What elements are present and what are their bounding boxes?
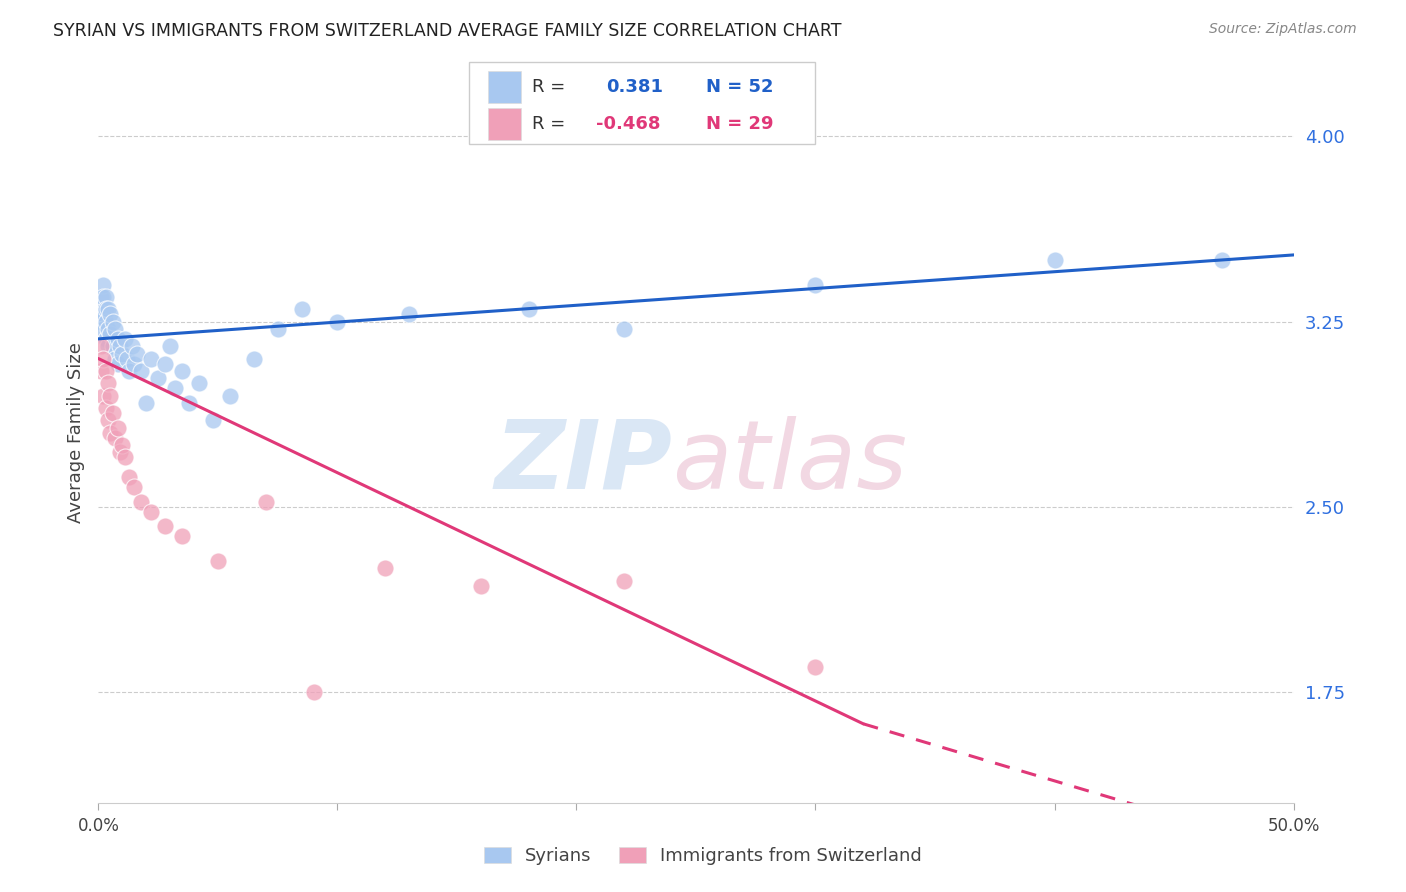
Point xyxy=(118,470,141,484)
Point xyxy=(94,332,117,346)
FancyBboxPatch shape xyxy=(488,108,522,140)
Text: 0.381: 0.381 xyxy=(606,78,664,95)
Point xyxy=(179,396,201,410)
Point xyxy=(90,315,112,329)
Point xyxy=(159,339,181,353)
Point xyxy=(91,290,114,304)
Point xyxy=(517,302,540,317)
Point xyxy=(91,307,114,321)
Point xyxy=(104,322,127,336)
Point xyxy=(254,494,277,508)
Point xyxy=(101,315,124,329)
Point xyxy=(302,685,325,699)
Point xyxy=(97,322,120,336)
Point xyxy=(97,376,120,391)
Point xyxy=(131,494,153,508)
Point xyxy=(101,406,124,420)
Y-axis label: Average Family Size: Average Family Size xyxy=(66,343,84,523)
Point xyxy=(125,346,148,360)
Point xyxy=(187,376,209,391)
Point xyxy=(470,579,492,593)
Point xyxy=(94,364,117,378)
Point xyxy=(124,357,146,371)
Point xyxy=(97,413,120,427)
Point xyxy=(124,480,146,494)
Point xyxy=(121,339,143,353)
Point xyxy=(91,351,114,366)
Point xyxy=(135,396,157,410)
Point xyxy=(804,277,827,292)
Point xyxy=(91,389,114,403)
Point xyxy=(1043,252,1066,267)
Text: atlas: atlas xyxy=(672,416,907,508)
Point xyxy=(104,431,127,445)
Point xyxy=(291,302,314,317)
Legend: Syrians, Immigrants from Switzerland: Syrians, Immigrants from Switzerland xyxy=(475,838,931,874)
Point xyxy=(613,574,636,588)
Point xyxy=(155,357,177,371)
Point xyxy=(107,420,129,434)
Point xyxy=(107,332,129,346)
Point xyxy=(108,339,131,353)
Point xyxy=(90,290,112,304)
Point xyxy=(374,561,396,575)
Point xyxy=(804,660,827,674)
Point xyxy=(118,364,141,378)
Point xyxy=(613,322,636,336)
Point xyxy=(97,339,120,353)
Point xyxy=(107,357,129,371)
Point xyxy=(172,364,194,378)
Point xyxy=(139,505,162,519)
Point xyxy=(131,364,153,378)
Point xyxy=(98,389,122,403)
Point xyxy=(98,307,122,321)
Point xyxy=(219,389,242,403)
Point xyxy=(148,371,170,385)
Point xyxy=(108,445,131,459)
Point xyxy=(94,401,117,415)
Point xyxy=(202,413,225,427)
Point xyxy=(94,302,117,317)
Point xyxy=(101,339,124,353)
Point xyxy=(163,381,186,395)
FancyBboxPatch shape xyxy=(470,62,815,144)
Point xyxy=(1211,252,1233,267)
Text: ZIP: ZIP xyxy=(494,416,672,508)
Point xyxy=(90,302,112,317)
Point xyxy=(326,315,349,329)
Text: R =: R = xyxy=(533,78,565,95)
Point xyxy=(155,519,177,533)
Text: Source: ZipAtlas.com: Source: ZipAtlas.com xyxy=(1209,22,1357,37)
Point xyxy=(98,326,122,341)
FancyBboxPatch shape xyxy=(488,70,522,103)
Point xyxy=(91,322,114,336)
Text: SYRIAN VS IMMIGRANTS FROM SWITZERLAND AVERAGE FAMILY SIZE CORRELATION CHART: SYRIAN VS IMMIGRANTS FROM SWITZERLAND AV… xyxy=(53,22,842,40)
Point xyxy=(207,554,229,568)
Point xyxy=(243,351,266,366)
Text: -0.468: -0.468 xyxy=(596,115,659,133)
Point xyxy=(111,438,134,452)
Point xyxy=(114,332,136,346)
Point xyxy=(90,339,112,353)
Text: R =: R = xyxy=(533,115,565,133)
Point xyxy=(111,346,134,360)
Point xyxy=(139,351,162,366)
Point xyxy=(115,351,138,366)
Text: N = 52: N = 52 xyxy=(706,78,773,95)
Point xyxy=(114,450,136,465)
Point xyxy=(172,529,194,543)
Point xyxy=(94,315,117,329)
Point xyxy=(97,302,120,317)
Point xyxy=(94,290,117,304)
Point xyxy=(91,277,114,292)
Point xyxy=(267,322,290,336)
Point xyxy=(98,425,122,440)
Point xyxy=(398,307,420,321)
Point xyxy=(90,364,112,378)
Text: N = 29: N = 29 xyxy=(706,115,773,133)
Point xyxy=(104,351,127,366)
